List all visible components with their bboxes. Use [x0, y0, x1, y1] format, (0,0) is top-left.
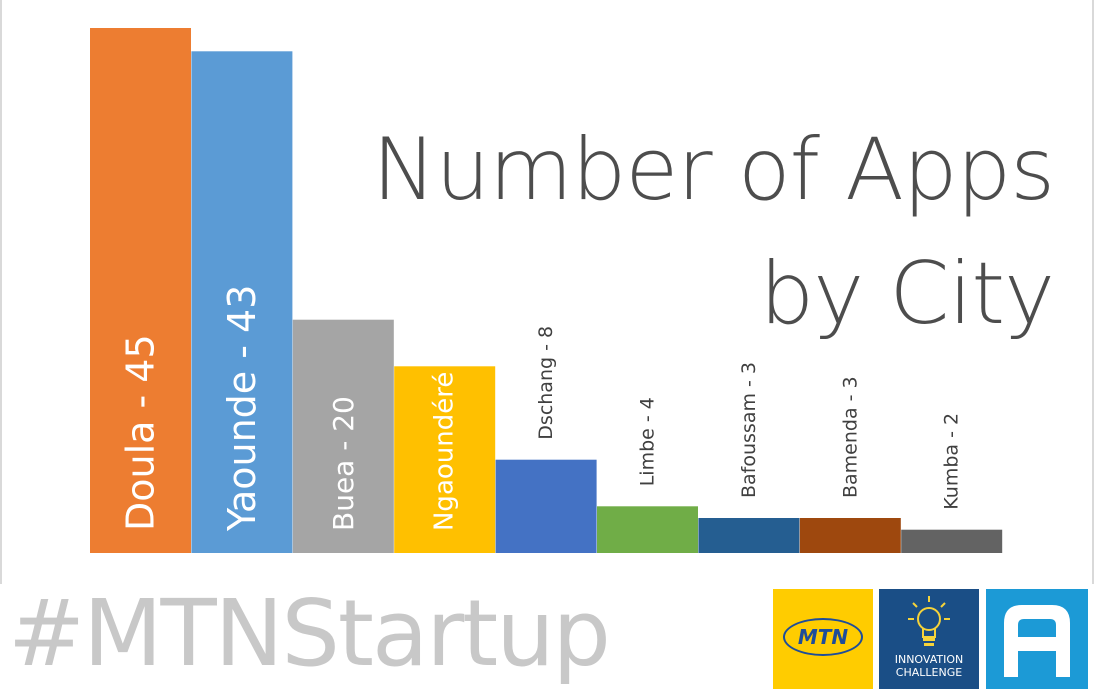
bar-chart: Doula - 45 Yaounde - 43 Buea - 20 Ngaoundér…	[90, 28, 1003, 554]
bar-label-4: Ngaoundéré -16	[430, 321, 460, 531]
bar-6	[597, 506, 698, 553]
bar-9	[901, 529, 1003, 553]
mtn-logo: MTN	[773, 589, 873, 689]
bar-7	[698, 518, 800, 553]
mtn-oval-shape	[783, 618, 863, 656]
innovation-challenge-text: INNOVATION CHALLENGE	[879, 653, 979, 679]
bar-label-8: Bamenda - 3	[839, 376, 861, 498]
bar-label-9: Kumba - 2	[941, 413, 963, 510]
bar-8	[799, 518, 901, 553]
innovation-label: INNOVATION	[894, 653, 964, 666]
bar-4	[394, 366, 496, 553]
bar-2	[191, 51, 293, 554]
chart-title-line-1: Number of Apps	[372, 120, 1055, 220]
lightbulb-icon	[908, 596, 950, 646]
bar-label-6: Limbe - 4	[637, 397, 659, 486]
challenge-label: CHALLENGE	[895, 666, 963, 679]
chart-frame: Doula - 45 Yaounde - 43 Buea - 20 Ngaoundér…	[0, 0, 1094, 584]
hashtag-text: #MTNStartup	[8, 580, 611, 687]
bar-label-1: Doula - 45	[119, 334, 163, 531]
bar-label-7: Bafoussam - 3	[738, 362, 760, 498]
bar-3	[292, 319, 394, 553]
app-logo	[986, 589, 1088, 689]
bar-label-3: Buea - 20	[327, 396, 360, 531]
bar-5	[495, 459, 597, 553]
mtn-logo-text: MTN	[797, 625, 849, 649]
chart-title-line-2: by City	[759, 244, 1055, 344]
innovation-challenge-logo: INNOVATION CHALLENGE	[879, 589, 979, 689]
bar-label-2: Yaounde - 43	[220, 285, 264, 532]
letter-a-icon	[1004, 605, 1070, 677]
bar-label-5: Dschang - 8	[535, 326, 557, 440]
bar-1	[90, 28, 191, 553]
chart-title: Number of Apps by City	[254, 108, 1055, 356]
